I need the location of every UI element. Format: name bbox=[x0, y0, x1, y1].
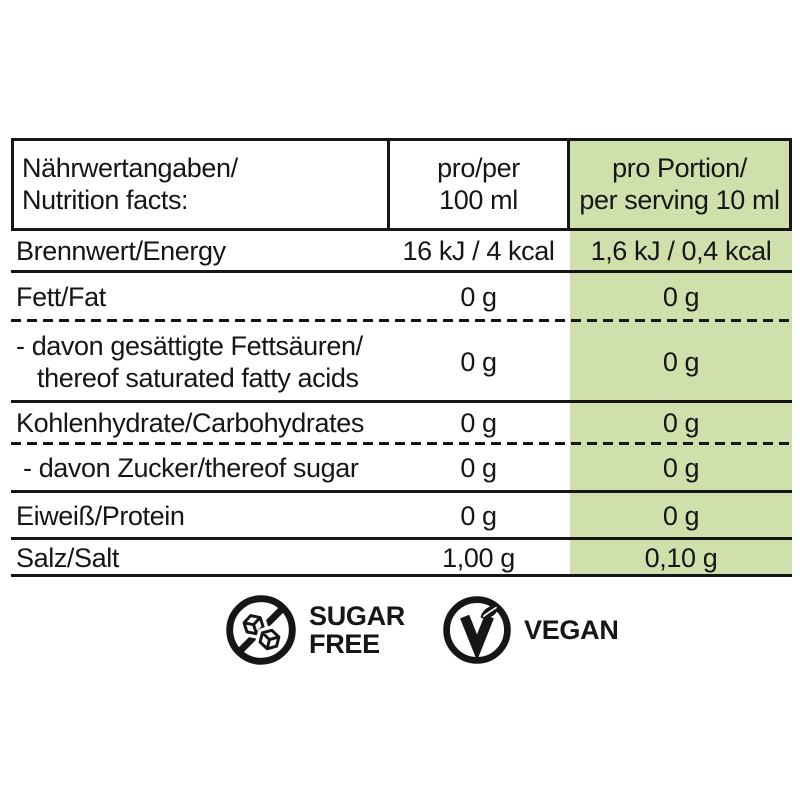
sugar-free-icon bbox=[226, 595, 296, 665]
header-line: pro/per bbox=[437, 152, 520, 183]
header-per-100ml: pro/per 100 ml bbox=[390, 141, 570, 228]
value-per-serving: 0,10 g bbox=[644, 542, 718, 573]
table-row-energy: Brennwert/Energy 16 kJ / 4 kcal 1,6 kJ /… bbox=[11, 231, 792, 273]
value-per-serving: 0 g bbox=[662, 500, 700, 531]
value-per-100ml: 0 g bbox=[460, 453, 497, 484]
header-line: 100 ml bbox=[439, 184, 518, 215]
table-row-salt: Salz/Salt 1,00 g 0,10 g bbox=[11, 540, 792, 577]
header-line: Nährwertangaben/ bbox=[22, 152, 238, 183]
vegan-icon bbox=[443, 596, 511, 664]
header-nutrition-facts: Nährwertangaben/ Nutrition facts: bbox=[14, 141, 390, 228]
vegan-label: VEGAN bbox=[524, 614, 619, 645]
sugar-free-label: SUGAR FREE bbox=[309, 600, 406, 659]
sugar-free-label-line2: FREE bbox=[309, 629, 380, 659]
value-per-100ml: 16 kJ / 4 kcal bbox=[402, 236, 555, 267]
table-row-fat: Fett/Fat 0 g 0 g bbox=[11, 273, 792, 322]
row-label: Salz/Salt bbox=[16, 542, 119, 573]
nutrition-table: Nährwertangaben/ Nutrition facts: pro/pe… bbox=[11, 138, 792, 577]
header-line: per serving 10 ml bbox=[579, 184, 780, 215]
value-per-serving: 1,6 kJ / 0,4 kcal bbox=[590, 236, 772, 267]
row-label: Fett/Fat bbox=[16, 281, 106, 312]
row-label-line: - davon gesättigte Fettsäuren/ bbox=[16, 330, 363, 361]
value-per-100ml: 0 g bbox=[460, 408, 497, 439]
sugar-free-label-line1: SUGAR bbox=[309, 600, 406, 631]
value-per-100ml: 0 g bbox=[460, 500, 497, 531]
table-header-row: Nährwertangaben/ Nutrition facts: pro/pe… bbox=[11, 138, 792, 231]
table-body: Brennwert/Energy 16 kJ / 4 kcal 1,6 kJ /… bbox=[11, 231, 792, 577]
table-row-protein: Eiweiß/Protein 0 g 0 g bbox=[11, 493, 792, 540]
serving-column-highlight bbox=[570, 138, 792, 577]
table-row-carbohydrates: Kohlenhydrate/Carbohydrates 0 g 0 g bbox=[11, 403, 792, 445]
header-per-serving: pro Portion/ per serving 10 ml bbox=[570, 141, 789, 228]
value-per-serving: 0 g bbox=[662, 281, 700, 312]
row-label: Brennwert/Energy bbox=[16, 236, 226, 267]
value-per-100ml: 0 g bbox=[460, 281, 497, 312]
row-label-line: thereof saturated fatty acids bbox=[37, 362, 359, 393]
row-label: Kohlenhydrate/Carbohydrates bbox=[16, 408, 364, 439]
claim-badges: SUGAR FREE VEGAN bbox=[226, 595, 619, 665]
header-line: pro Portion/ bbox=[612, 152, 747, 183]
value-per-100ml: 0 g bbox=[460, 346, 497, 377]
value-per-serving: 0 g bbox=[662, 408, 700, 439]
row-label: Eiweiß/Protein bbox=[16, 500, 185, 531]
table-row-saturated-fat: - davon gesättigte Fettsäuren/ thereof s… bbox=[11, 322, 792, 403]
table-row-sugar: - davon Zucker/thereof sugar 0 g 0 g bbox=[11, 445, 792, 493]
header-line: Nutrition facts: bbox=[22, 184, 189, 215]
value-per-100ml: 1,00 g bbox=[442, 542, 515, 573]
sugar-free-badge: SUGAR FREE bbox=[226, 595, 405, 665]
value-per-serving: 0 g bbox=[662, 346, 700, 377]
row-label: - davon gesättigte Fettsäuren/ thereof s… bbox=[11, 331, 387, 395]
row-label: - davon Zucker/thereof sugar bbox=[23, 453, 359, 484]
vegan-badge: VEGAN bbox=[443, 596, 619, 664]
value-per-serving: 0 g bbox=[662, 453, 700, 484]
